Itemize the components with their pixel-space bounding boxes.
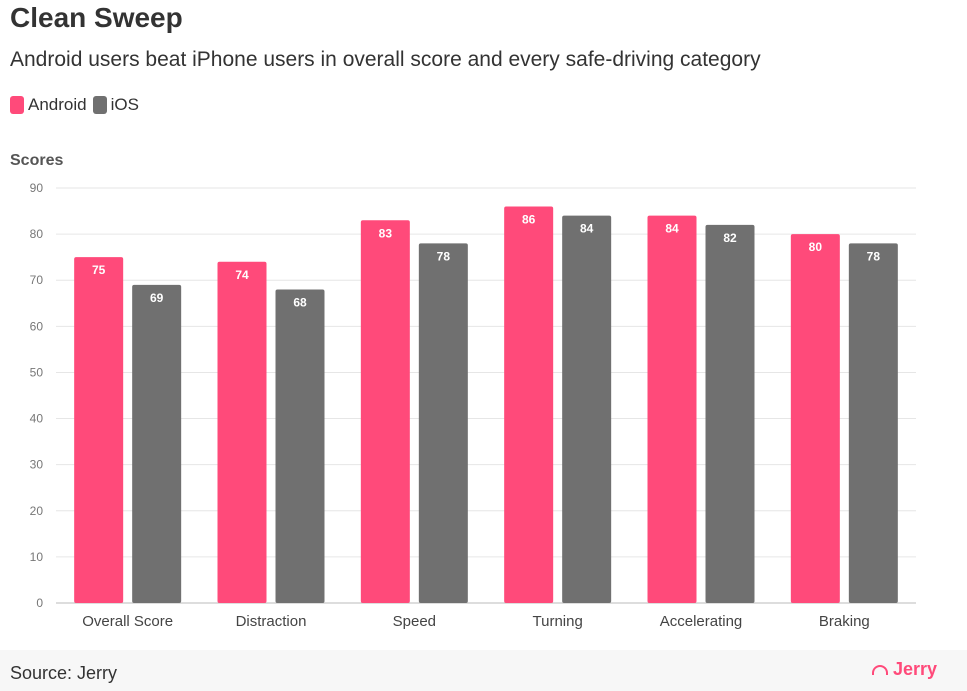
bar-ios-4 — [705, 224, 755, 603]
bar-android-0 — [74, 257, 124, 603]
y-tick-label-30: 30 — [30, 458, 44, 472]
bar-ios-0 — [132, 284, 182, 603]
bar-ios-5 — [848, 243, 898, 604]
data-label-ios-0: 69 — [150, 291, 164, 305]
x-tick-label-0: Overall Score — [82, 613, 173, 630]
jerry-logo-icon — [871, 664, 888, 675]
legend: Android iOS — [10, 95, 145, 115]
source-note: Source: Jerry — [10, 663, 118, 683]
data-label-ios-1: 68 — [293, 295, 307, 309]
bar-android-3 — [504, 206, 554, 603]
bar-chart: 0 10 20 30 40 50 60 70 80 90 75 69 Overall Score 74 68… — [30, 181, 916, 630]
footer — [0, 650, 967, 691]
legend-swatch-android — [10, 96, 24, 114]
data-label-android-5: 80 — [809, 240, 823, 254]
jerry-logo-text: Jerry — [892, 659, 937, 679]
legend-swatch-ios — [92, 96, 107, 114]
x-tick-label-1: Distraction — [236, 613, 307, 630]
bar-ios-2 — [418, 243, 468, 604]
y-axis-label: Scores — [10, 152, 64, 169]
x-tick-label-2: Speed — [393, 613, 436, 630]
y-tick-label-50: 50 — [30, 365, 44, 379]
bar-ios-1 — [275, 289, 325, 603]
x-tick-label-3: Turning — [533, 613, 583, 630]
y-tick-label-0: 0 — [36, 596, 43, 610]
y-tick-label-60: 60 — [30, 319, 44, 333]
legend-item-ios: iOS — [92, 95, 139, 115]
x-tick-label-4: Accelerating — [660, 613, 743, 630]
bar-android-4 — [647, 215, 697, 603]
data-label-ios-2: 78 — [437, 249, 451, 263]
data-label-android-3: 86 — [522, 212, 536, 226]
data-label-android-4: 84 — [665, 222, 679, 236]
data-label-android-1: 74 — [235, 268, 249, 282]
data-label-ios-4: 82 — [723, 231, 737, 245]
jerry-logo: Jerry — [871, 659, 937, 680]
x-tick-label-5: Braking — [819, 613, 870, 630]
legend-label-android: Android — [28, 95, 87, 114]
chart-subtitle: Android users beat iPhone users in overa… — [10, 48, 761, 71]
y-tick-label-70: 70 — [30, 273, 44, 287]
bar-android-5 — [790, 234, 840, 603]
y-tick-label-20: 20 — [30, 504, 44, 518]
y-tick-label-10: 10 — [30, 550, 44, 564]
data-label-ios-3: 84 — [580, 222, 594, 236]
legend-label-ios: iOS — [110, 95, 139, 114]
legend-item-android: Android — [10, 95, 87, 115]
y-tick-label-80: 80 — [30, 227, 44, 241]
chart-title: Clean Sweep — [10, 2, 183, 33]
bar-android-2 — [360, 220, 410, 603]
bar-android-1 — [217, 261, 267, 603]
y-tick-label-90: 90 — [30, 181, 44, 195]
y-tick-label-40: 40 — [30, 412, 44, 426]
data-label-ios-5: 78 — [867, 249, 881, 263]
data-label-android-0: 75 — [92, 263, 106, 277]
bar-ios-3 — [562, 215, 612, 603]
data-label-android-2: 83 — [379, 226, 393, 240]
